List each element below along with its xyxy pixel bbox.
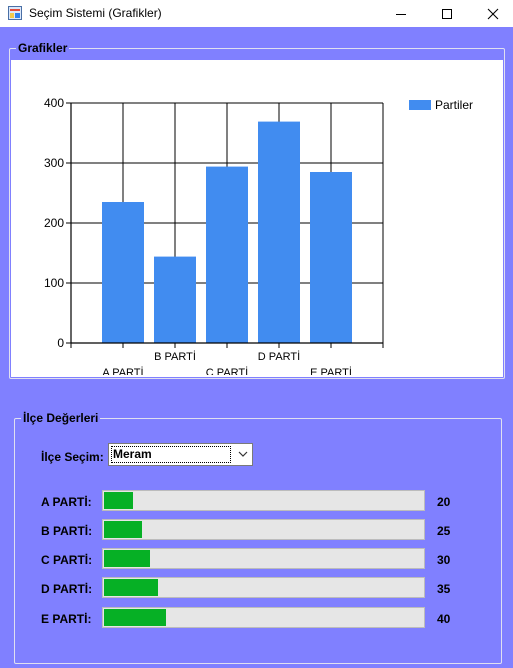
legend-label: Partiler bbox=[435, 98, 473, 112]
chevron-down-icon bbox=[238, 451, 248, 457]
window-title: Seçim Sistemi (Grafikler) bbox=[29, 6, 162, 20]
progress-fill bbox=[104, 550, 151, 567]
legend-swatch bbox=[409, 100, 431, 110]
party-label: E PARTİ: bbox=[41, 612, 92, 626]
party-progress-bar bbox=[102, 548, 425, 569]
progress-fill bbox=[104, 579, 159, 596]
party-value: 35 bbox=[437, 582, 451, 596]
minimize-button[interactable] bbox=[378, 0, 424, 27]
chart-legend: Partiler bbox=[409, 98, 473, 112]
title-bar[interactable]: Seçim Sistemi (Grafikler) bbox=[0, 0, 513, 27]
progress-fill bbox=[104, 492, 133, 509]
party-progress-bar bbox=[102, 490, 425, 511]
y-tick-label: 300 bbox=[44, 156, 64, 170]
chart-bars bbox=[102, 121, 352, 343]
y-tick-label: 100 bbox=[44, 276, 64, 290]
x-tick-label: B PARTİ bbox=[154, 350, 196, 363]
party-label: D PARTİ: bbox=[41, 582, 93, 596]
party-progress-bar bbox=[102, 607, 425, 628]
maximize-button[interactable] bbox=[424, 0, 470, 27]
x-tick-label: C PARTİ bbox=[206, 366, 248, 375]
party-value: 40 bbox=[437, 612, 451, 626]
chart-groupbox: Grafikler 0 100 200 300 400 A PARTİ B PARTİ C P… bbox=[9, 41, 505, 379]
close-button[interactable] bbox=[470, 0, 513, 27]
y-tick-label: 200 bbox=[44, 216, 64, 230]
x-tick-label: A PARTİ bbox=[102, 366, 143, 375]
party-value: 20 bbox=[437, 495, 451, 509]
progress-fill bbox=[104, 609, 167, 626]
bar bbox=[310, 172, 352, 343]
bar bbox=[206, 166, 248, 343]
party-label: B PARTİ: bbox=[41, 524, 93, 538]
district-select-label: İlçe Seçim: bbox=[41, 450, 104, 464]
maximize-icon bbox=[442, 8, 452, 19]
app-icon bbox=[8, 6, 22, 20]
bar bbox=[258, 121, 300, 343]
y-tick-label: 0 bbox=[57, 336, 64, 350]
x-tick-label: D PARTİ bbox=[258, 350, 300, 363]
chart-axes: 0 100 200 300 400 A PARTİ B PARTİ C PARTİ D PART… bbox=[44, 96, 383, 375]
minimize-icon bbox=[396, 13, 406, 15]
party-progress-bar bbox=[102, 519, 425, 540]
party-label: A PARTİ: bbox=[41, 495, 92, 509]
district-groupbox: İlçe Değerleri bbox=[14, 411, 502, 664]
progress-fill bbox=[104, 521, 143, 538]
bar bbox=[154, 256, 196, 343]
x-tick-label: E PARTİ bbox=[310, 366, 352, 375]
district-select[interactable]: Meram bbox=[108, 443, 253, 466]
district-select-value: Meram bbox=[111, 446, 231, 463]
party-progress-bar bbox=[102, 577, 425, 598]
chart-group-title: Grafikler bbox=[16, 41, 70, 56]
party-value: 30 bbox=[437, 553, 451, 567]
close-icon bbox=[487, 8, 499, 19]
bar bbox=[102, 202, 144, 343]
party-value: 25 bbox=[437, 524, 451, 538]
party-label: C PARTİ: bbox=[41, 553, 93, 567]
district-group-title: İlçe Değerleri bbox=[21, 411, 101, 426]
client-area: Grafikler 0 100 200 300 400 A PARTİ B PARTİ C P… bbox=[0, 27, 513, 668]
y-tick-label: 400 bbox=[44, 96, 64, 110]
chart-panel: 0 100 200 300 400 A PARTİ B PARTİ C PARTİ D PART… bbox=[11, 60, 503, 377]
bar-chart: 0 100 200 300 400 A PARTİ B PARTİ C PARTİ D PART… bbox=[44, 96, 473, 375]
